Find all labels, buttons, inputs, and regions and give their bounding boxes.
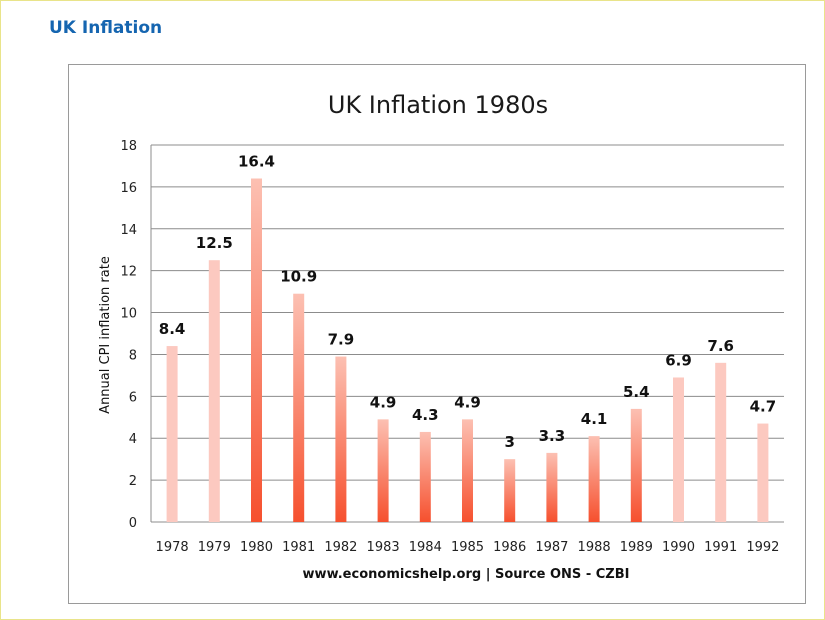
bar [546, 452, 558, 522]
bar [757, 423, 769, 522]
x-tick-label: 1982 [324, 540, 357, 555]
data-label: 7.9 [328, 331, 355, 349]
data-label: 7.6 [707, 337, 734, 355]
x-tick-label: 1992 [746, 540, 779, 555]
page-heading: UK Inflation [49, 18, 163, 38]
data-label: 4.3 [412, 406, 439, 424]
x-tick-label: 1983 [367, 540, 400, 555]
bar [419, 431, 431, 522]
y-tick-label: 8 [129, 348, 137, 363]
x-tick-label: 1991 [704, 540, 737, 555]
y-tick-label: 12 [120, 265, 137, 280]
x-tick-label: 1986 [493, 540, 526, 555]
bar [673, 377, 684, 522]
data-labels: 8.4 12.5 16.4 10.9 7.9 4.9 4.3 4.9 3 3.3 4.1 5.4 6.9… [159, 153, 776, 452]
y-axis-label: Annual CPI inflation rate [98, 256, 113, 414]
x-axis-ticks: 1978 1979 1980 1981 1982 1983 1984 1985 1986 1987… [156, 540, 780, 555]
y-tick-label: 10 [120, 307, 137, 322]
x-tick-label: 1988 [578, 540, 611, 555]
data-label: 5.4 [623, 383, 650, 401]
bar [166, 346, 178, 522]
x-tick-label: 1990 [662, 540, 695, 555]
y-tick-label: 0 [129, 516, 137, 531]
y-tick-label: 18 [120, 139, 137, 154]
bar [504, 459, 516, 522]
y-axis-ticks: 0 2 4 6 8 10 12 14 16 18 [120, 139, 137, 531]
data-label: 4.9 [370, 393, 397, 411]
bar [335, 356, 347, 522]
data-label: 3.3 [539, 427, 566, 445]
y-tick-label: 6 [129, 390, 137, 405]
data-label: 3 [504, 433, 514, 451]
x-tick-label: 1989 [620, 540, 653, 555]
y-tick-label: 16 [120, 181, 137, 196]
bars [166, 178, 769, 522]
source-note: www.economicshelp.org | Source ONS - CZB… [303, 567, 630, 582]
y-tick-label: 14 [120, 223, 137, 238]
data-label: 8.4 [159, 320, 186, 338]
bar [630, 408, 642, 522]
x-tick-label: 1987 [535, 540, 568, 555]
chart-title: UK Inflation 1980s [328, 91, 548, 119]
x-tick-label: 1981 [282, 540, 315, 555]
x-tick-label: 1985 [451, 540, 484, 555]
y-tick-label: 2 [129, 474, 137, 489]
y-tick-label: 4 [129, 432, 137, 447]
data-label: 6.9 [665, 351, 692, 369]
x-tick-label: 1984 [409, 540, 442, 555]
bar [208, 260, 220, 522]
x-tick-label: 1978 [156, 540, 189, 555]
bar [462, 419, 473, 522]
bar-chart: UK Inflation 1980s 0 2 4 6 8 10 12 14 16 18 8.4 12… [98, 91, 784, 582]
data-label: 12.5 [196, 234, 233, 252]
bar [251, 178, 262, 522]
data-label: 10.9 [280, 268, 317, 286]
bar [715, 362, 727, 522]
data-label: 4.7 [750, 398, 777, 416]
x-tick-label: 1980 [240, 540, 273, 555]
x-tick-label: 1979 [198, 540, 231, 555]
bar [293, 293, 305, 522]
bar [377, 419, 389, 522]
bar [588, 436, 600, 522]
data-label: 4.1 [581, 410, 608, 428]
chart-frame: UK Inflation 1980s 0 2 4 6 8 10 12 14 16 18 8.4 12… [68, 64, 806, 604]
data-label: 4.9 [454, 393, 481, 411]
data-label: 16.4 [238, 153, 275, 171]
